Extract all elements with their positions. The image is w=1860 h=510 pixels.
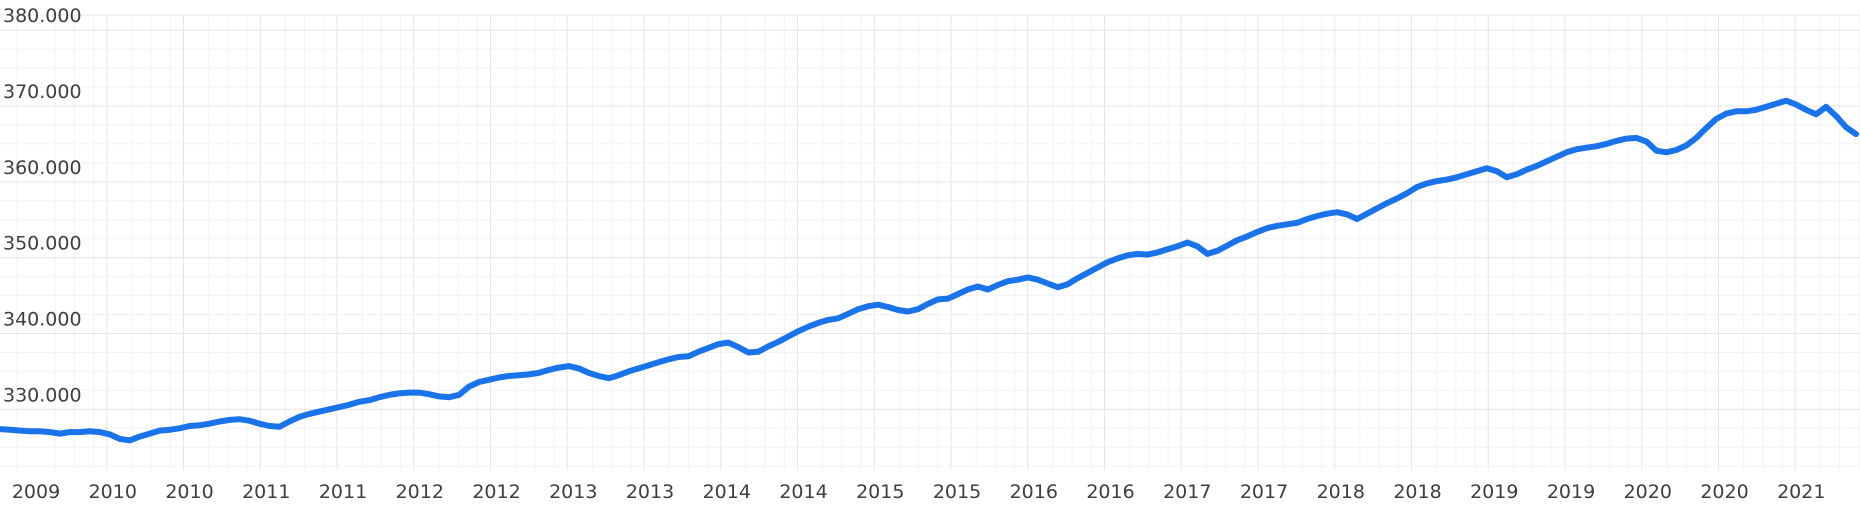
x-tick-label: 2010 [165, 481, 213, 503]
x-tick-label: 2018 [1393, 481, 1441, 503]
x-tick-label: 2018 [1317, 481, 1365, 503]
x-tick-label: 2017 [1240, 481, 1288, 503]
y-axis-labels: 330.000 340.000 350.000 360.000 370.000 380.0… [3, 5, 82, 406]
x-tick-label: 2019 [1470, 481, 1518, 503]
x-tick-label: 2015 [933, 481, 981, 503]
x-tick-label: 2014 [703, 481, 751, 503]
x-tick-label: 2011 [319, 481, 367, 503]
y-tick-label: 380.000 [3, 5, 82, 27]
x-tick-label: 2013 [549, 481, 597, 503]
x-tick-label: 2019 [1547, 481, 1595, 503]
minor-grid [0, 15, 1860, 470]
x-tick-label: 2016 [1010, 481, 1058, 503]
x-tick-label: 2012 [396, 481, 444, 503]
x-tick-label: 2015 [856, 481, 904, 503]
x-tick-label: 2016 [1086, 481, 1134, 503]
x-tick-label: 2020 [1700, 481, 1748, 503]
y-tick-label: 370.000 [3, 81, 82, 103]
y-tick-label: 330.000 [3, 384, 82, 406]
x-tick-label: 2017 [1163, 481, 1211, 503]
x-tick-label: 2013 [626, 481, 674, 503]
y-tick-label: 350.000 [3, 233, 82, 255]
y-tick-label: 340.000 [3, 309, 82, 331]
x-tick-label: 2009 [12, 481, 60, 503]
x-tick-label: 2010 [89, 481, 137, 503]
major-grid [0, 14, 1860, 470]
x-tick-label: 2021 [1777, 481, 1825, 503]
x-axis-labels: 2009 2010 2010 2011 2011 2012 2012 2013 2013 2014… [12, 481, 1826, 503]
series-line [0, 97, 1859, 444]
x-tick-label: 2020 [1624, 481, 1672, 503]
x-tick-label: 2011 [242, 481, 290, 503]
x-tick-label: 2014 [779, 481, 827, 503]
y-tick-label: 360.000 [3, 157, 82, 179]
x-tick-label: 2012 [472, 481, 520, 503]
